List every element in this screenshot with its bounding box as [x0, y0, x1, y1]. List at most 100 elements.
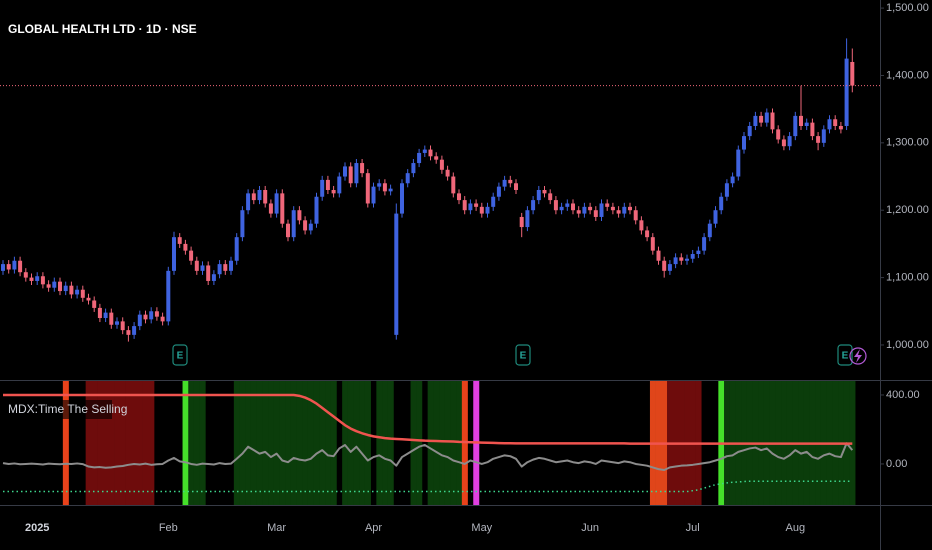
indicator-line — [2, 442, 854, 471]
candle-body — [172, 237, 176, 271]
candle-body — [257, 190, 262, 201]
candle-body — [360, 163, 365, 174]
y-tick-label: 1,300.00 — [886, 137, 929, 149]
candle-body — [52, 281, 57, 288]
candle-body — [439, 159, 444, 170]
candle-body — [491, 196, 496, 207]
candle-body — [263, 190, 268, 204]
y-tick-label: 0.00 — [886, 458, 907, 470]
candle-body — [234, 237, 239, 261]
event-box — [515, 344, 531, 366]
candle-body — [63, 285, 68, 292]
candle-body — [685, 258, 689, 261]
signal-band — [256, 381, 263, 505]
candle-body — [514, 183, 518, 190]
event-marker[interactable]: E — [172, 344, 188, 366]
signal-band — [119, 381, 126, 505]
candle-body — [582, 206, 587, 214]
candle-body — [18, 260, 23, 273]
signal-band — [182, 381, 189, 505]
signal-band — [450, 381, 457, 505]
candle-body — [827, 119, 832, 130]
candle-body — [149, 311, 154, 320]
candle-body — [702, 237, 707, 251]
candle-body — [548, 193, 553, 201]
signal-band — [330, 381, 337, 505]
x-tick-label: Jun — [581, 522, 599, 534]
candle-body — [268, 203, 273, 214]
candle-body — [160, 316, 165, 322]
y-tick-label: 1,500.00 — [886, 2, 929, 14]
candle-body — [200, 265, 205, 271]
candle-body — [736, 149, 741, 177]
candle-body — [229, 260, 233, 271]
candle-body — [377, 183, 382, 187]
candle-body — [143, 314, 148, 320]
signal-band — [364, 381, 371, 505]
candle-body — [457, 193, 461, 201]
signal-band — [353, 381, 360, 505]
candle-body — [833, 119, 838, 126]
candle-body — [525, 210, 530, 228]
candle-body — [314, 196, 319, 224]
chart-title: GLOBAL HEALTH LTD · 1D · NSE — [8, 22, 197, 36]
event-marker[interactable]: E — [515, 344, 531, 366]
candle-body — [417, 152, 422, 164]
candle-body — [348, 166, 353, 184]
signal-band — [62, 381, 69, 505]
candle-body — [724, 183, 729, 197]
candle-body — [75, 289, 80, 295]
signal-band — [114, 381, 121, 505]
candle-body — [531, 200, 536, 211]
signal-band — [188, 381, 195, 505]
candle-body — [217, 264, 222, 275]
signal-band — [199, 381, 206, 505]
candle-body — [816, 136, 821, 143]
candle-body — [571, 203, 575, 211]
candle-body — [713, 210, 718, 224]
candle-body — [40, 276, 45, 285]
event-box — [837, 344, 853, 366]
x-tick-label: Feb — [159, 522, 178, 534]
candle-body — [844, 58, 849, 126]
candle-body — [115, 321, 119, 325]
candle-body — [189, 250, 194, 261]
candle-body — [132, 326, 137, 335]
candle-body — [109, 312, 114, 325]
candle-body — [23, 272, 28, 278]
candle-body — [12, 260, 17, 270]
event-marker[interactable]: E — [837, 344, 853, 366]
candle-body — [194, 260, 199, 271]
candle-body — [286, 223, 290, 238]
candle-body — [605, 203, 610, 207]
candle-body — [211, 274, 216, 281]
event-label: E — [520, 351, 527, 362]
candle-body — [707, 223, 712, 238]
candle-body — [593, 210, 598, 217]
candle-body — [206, 265, 211, 281]
candle-body — [274, 193, 279, 214]
candle-body — [325, 179, 330, 190]
candle-body — [400, 183, 404, 214]
candle-body — [508, 179, 513, 184]
candle-body — [553, 200, 558, 211]
candle-body — [696, 250, 701, 255]
candle-body — [838, 125, 843, 130]
y-tick-label: 1,400.00 — [886, 69, 929, 81]
candle-body — [690, 254, 695, 259]
candle-body — [405, 173, 410, 184]
candle-body — [753, 115, 758, 126]
candle-body — [331, 190, 336, 194]
candle-body — [58, 281, 62, 292]
dividend-marker[interactable] — [849, 347, 867, 365]
signal-band — [359, 381, 366, 505]
event-box — [172, 344, 188, 366]
indicator-title: MDX:Time The Selling — [8, 402, 127, 416]
candle-body — [662, 260, 667, 271]
signal-band — [427, 381, 434, 505]
candle-body — [86, 297, 91, 301]
candle-body — [747, 125, 752, 137]
candle-body — [667, 264, 672, 271]
candle-body — [154, 311, 159, 317]
signal-band — [433, 381, 440, 505]
